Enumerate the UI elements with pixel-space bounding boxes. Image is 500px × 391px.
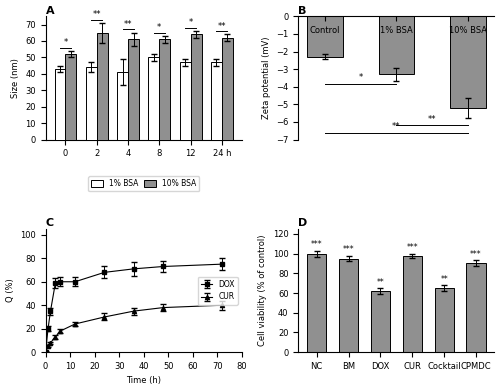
Text: ***: ***: [406, 243, 418, 252]
Bar: [117, 72, 128, 140]
Y-axis label: Q (%): Q (%): [6, 279, 15, 302]
Bar: [211, 62, 222, 140]
Bar: [148, 57, 160, 140]
Y-axis label: Zeta potential (mV): Zeta potential (mV): [262, 37, 270, 119]
Text: ***: ***: [343, 245, 354, 254]
Text: **: **: [218, 22, 226, 30]
Bar: [160, 39, 170, 140]
Bar: [339, 258, 358, 352]
Legend: 1% BSA, 10% BSA: 1% BSA, 10% BSA: [88, 176, 199, 191]
Text: B: B: [298, 5, 306, 16]
Legend: DOX, CUR: DOX, CUR: [198, 276, 238, 305]
Bar: [434, 288, 454, 352]
Bar: [466, 264, 485, 352]
Text: *: *: [358, 74, 363, 83]
Bar: [307, 254, 326, 352]
Text: D: D: [298, 218, 308, 228]
Text: ***: ***: [470, 250, 482, 259]
Y-axis label: Cell viability (% of control): Cell viability (% of control): [258, 235, 267, 346]
Text: *: *: [64, 38, 68, 47]
Text: **: **: [376, 278, 384, 287]
Text: **: **: [124, 20, 132, 29]
Bar: [402, 256, 422, 352]
Text: **: **: [392, 122, 400, 131]
Bar: [96, 33, 108, 140]
Y-axis label: Size (nm): Size (nm): [10, 58, 20, 98]
Bar: [54, 69, 66, 140]
Bar: [190, 34, 202, 140]
Text: *: *: [188, 18, 192, 27]
Text: **: **: [440, 274, 448, 283]
Bar: [180, 62, 190, 140]
Bar: [378, 16, 414, 74]
Text: *: *: [157, 23, 162, 32]
Bar: [450, 16, 486, 108]
Text: ***: ***: [311, 240, 322, 249]
Bar: [66, 54, 76, 140]
Text: A: A: [46, 5, 54, 16]
Text: **: **: [428, 115, 436, 124]
Bar: [371, 291, 390, 352]
Text: **: **: [92, 10, 101, 19]
Bar: [307, 16, 343, 57]
Bar: [128, 39, 139, 140]
X-axis label: Time (h): Time (h): [126, 377, 161, 386]
Text: C: C: [46, 218, 54, 228]
Bar: [86, 67, 97, 140]
Bar: [222, 38, 233, 140]
